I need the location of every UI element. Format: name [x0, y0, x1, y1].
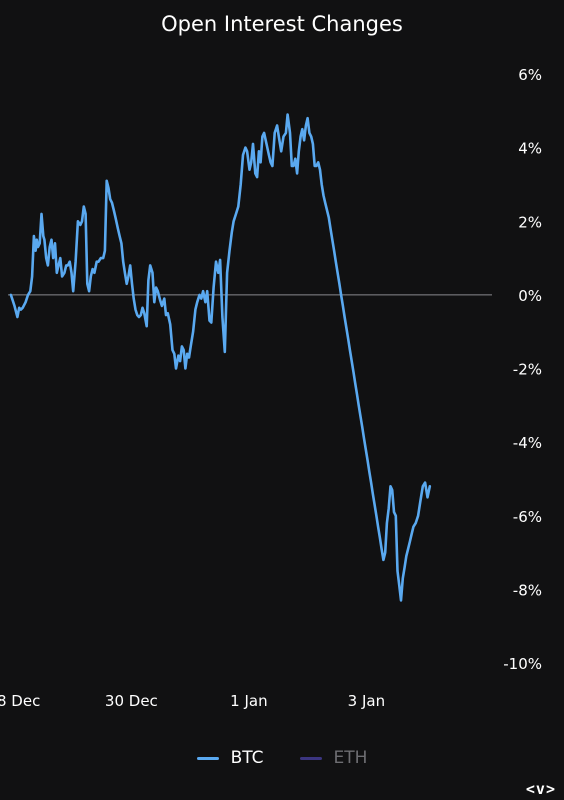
legend-swatch-btc [196, 756, 219, 760]
chart-canvas: 6% 4% 2% 0% -2% -4% -6% -8% -10% 28 Dec 30 Dec 1 Ja… [0, 66, 542, 710]
y-tick-label: -10% [503, 655, 542, 673]
y-tick-label: 4% [518, 140, 542, 158]
brand-logo: <v> [525, 780, 556, 798]
legend-label-btc: BTC [230, 748, 264, 768]
legend-item-btc[interactable]: BTC [196, 748, 264, 768]
legend-swatch-eth [299, 756, 322, 760]
legend-item-eth[interactable]: ETH [299, 748, 368, 768]
chart-title: Open Interest Changes [161, 12, 403, 36]
y-tick-label: 2% [518, 213, 542, 231]
y-tick-label: 6% [518, 66, 542, 84]
x-tick-label: 28 Dec [0, 692, 40, 710]
y-tick-label: -6% [513, 508, 542, 526]
y-tick-label: -4% [513, 434, 542, 452]
x-tick-label: 30 Dec [105, 692, 158, 710]
legend-label-eth: ETH [333, 748, 368, 768]
x-tick-label: 1 Jan [230, 692, 267, 710]
y-tick-label: -2% [513, 361, 542, 379]
legend: BTC ETH [0, 748, 564, 768]
series-line-btc [9, 113, 432, 602]
x-tick-label: 3 Jan [348, 692, 385, 710]
y-tick-label: -8% [513, 581, 542, 599]
y-tick-label: 0% [518, 287, 542, 305]
